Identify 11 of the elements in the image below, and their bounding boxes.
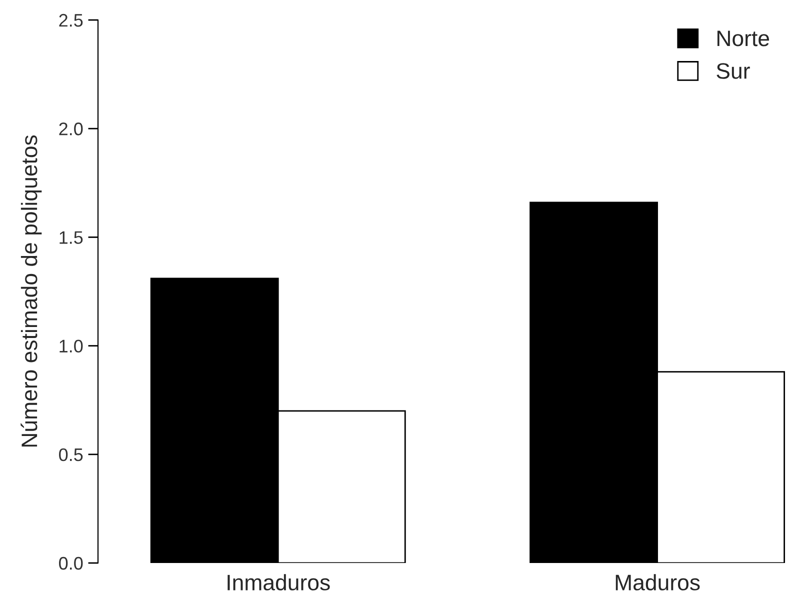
legend-label: Norte	[717, 30, 770, 46]
x-tick-label: Inmaduros	[228, 574, 330, 590]
y-tick-label: 2.0	[59, 122, 83, 136]
x-tick-label: Maduros	[616, 574, 700, 590]
y-axis-title: Número estimado de poliquetos	[20, 135, 42, 447]
legend-label: Sur	[716, 63, 750, 79]
y-tick-label: 0.5	[59, 448, 83, 462]
y-tick-label: 1.5	[60, 231, 83, 244]
y-tick-label: 0.0	[59, 556, 83, 570]
y-tick-label: 2.5	[59, 14, 83, 27]
y-tick-label: 1.0	[60, 340, 83, 353]
